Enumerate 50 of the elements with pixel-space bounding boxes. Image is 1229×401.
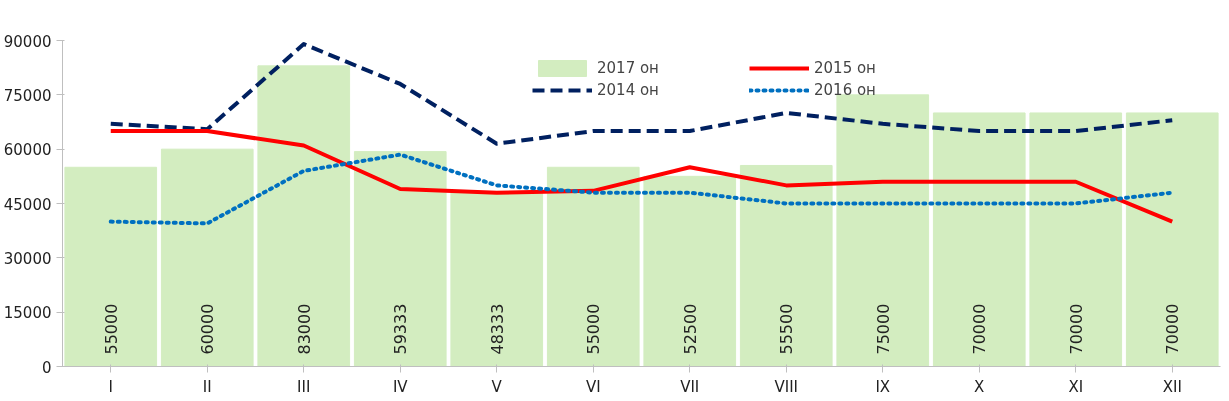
data-label: 60000 xyxy=(198,303,218,355)
y-tick-label: 75000 xyxy=(3,86,52,105)
data-label: 55000 xyxy=(584,303,604,355)
y-tick-label: 30000 xyxy=(3,249,52,268)
bar xyxy=(64,166,158,367)
y-tick-label: 90000 xyxy=(3,32,52,51)
data-label: 55000 xyxy=(101,303,121,355)
y-tick-label: 0 xyxy=(41,358,52,377)
bar xyxy=(160,148,254,367)
x-tick-label: IV xyxy=(392,377,409,396)
x-tick-label: X xyxy=(974,377,985,396)
data-label: 55500 xyxy=(777,303,797,355)
y-tick-label: 45000 xyxy=(3,195,52,214)
x-tick-label: IX xyxy=(875,377,891,396)
x-tick-label: XI xyxy=(1068,377,1084,396)
data-label: 59333 xyxy=(391,303,411,355)
legend-label: 2014 он xyxy=(597,81,660,99)
bar xyxy=(643,175,737,367)
legend-label: 2016 он xyxy=(814,81,877,99)
bar xyxy=(450,190,544,367)
x-tick-label: III xyxy=(297,377,311,396)
bar xyxy=(1029,112,1123,367)
bar xyxy=(836,94,930,367)
bar xyxy=(546,166,640,367)
legend-label: 2017 он xyxy=(597,59,660,77)
x-tick-label: V xyxy=(491,377,503,396)
bar xyxy=(353,151,447,367)
bar xyxy=(932,112,1026,367)
legend-label: 2015 он xyxy=(814,59,877,77)
data-label: 70000 xyxy=(1163,303,1183,355)
line-series xyxy=(108,152,1175,226)
x-tick-label: VIII xyxy=(774,377,799,396)
x-tick-label: XII xyxy=(1162,377,1182,396)
bar xyxy=(739,164,833,367)
bar xyxy=(257,65,351,367)
y-tick-label: 15000 xyxy=(3,304,52,323)
data-label: 70000 xyxy=(970,303,990,355)
data-label: 75000 xyxy=(873,303,893,355)
line-series xyxy=(108,42,1175,146)
data-label: 70000 xyxy=(1066,303,1086,355)
line-series xyxy=(108,129,1175,224)
data-label: 52500 xyxy=(680,303,700,355)
x-tick-label: VI xyxy=(585,377,601,396)
x-tick-label: I xyxy=(108,377,113,396)
x-tick-label: VII xyxy=(680,377,700,396)
data-label: 48333 xyxy=(487,303,507,355)
x-tick-label: II xyxy=(202,377,212,396)
data-label: 83000 xyxy=(294,303,314,355)
bar xyxy=(1125,112,1219,367)
y-tick-label: 60000 xyxy=(3,141,52,160)
